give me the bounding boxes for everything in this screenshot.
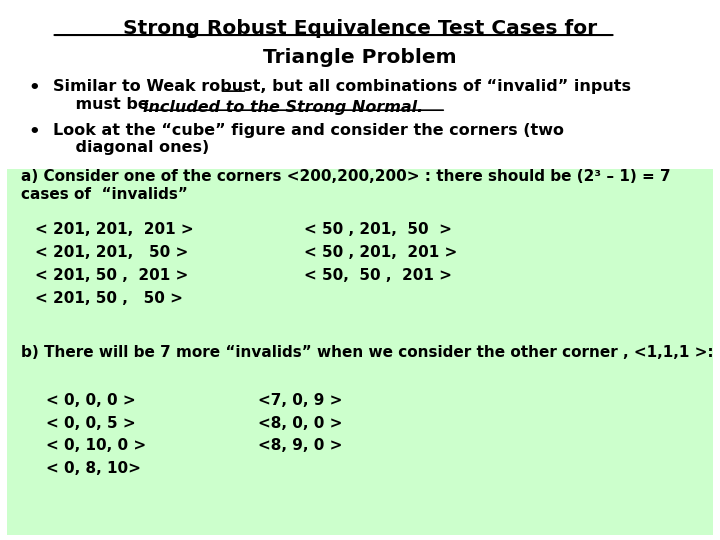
Text: b) There will be 7 more “invalids” when we consider the other corner , <1,1,1 >:: b) There will be 7 more “invalids” when … — [22, 345, 714, 360]
FancyBboxPatch shape — [7, 170, 713, 535]
Text: a) Consider one of the corners <200,200,200> : there should be (2³ – 1) = 7
case: a) Consider one of the corners <200,200,… — [22, 170, 671, 202]
Text: < 0, 0, 0 >
< 0, 0, 5 >
< 0, 10, 0 >
< 0, 8, 10>: < 0, 0, 0 > < 0, 0, 5 > < 0, 10, 0 > < 0… — [46, 393, 146, 476]
Text: Look at the “cube” figure and consider the corners (two
    diagonal ones): Look at the “cube” figure and consider t… — [53, 123, 564, 156]
Text: included to the Strong Normal.: included to the Strong Normal. — [143, 100, 423, 115]
Text: •: • — [28, 79, 40, 98]
Text: Triangle Problem: Triangle Problem — [264, 48, 456, 67]
Text: <7, 0, 9 >
<8, 0, 0 >
<8, 9, 0 >: <7, 0, 9 > <8, 0, 0 > <8, 9, 0 > — [258, 393, 342, 454]
Text: Strong Robust Equivalence Test Cases for: Strong Robust Equivalence Test Cases for — [123, 18, 597, 38]
Text: < 201, 201,  201 >
< 201, 201,   50 >
< 201, 50 ,  201 >
< 201, 50 ,   50 >: < 201, 201, 201 > < 201, 201, 50 > < 201… — [35, 222, 194, 306]
Text: •: • — [28, 123, 40, 141]
Text: Similar to Weak robust, but all combinations of “invalid” inputs
    must be: Similar to Weak robust, but all combinat… — [53, 79, 631, 112]
Text: < 50 , 201,  50  >
< 50 , 201,  201 >
< 50,  50 ,  201 >: < 50 , 201, 50 > < 50 , 201, 201 > < 50,… — [304, 222, 456, 283]
